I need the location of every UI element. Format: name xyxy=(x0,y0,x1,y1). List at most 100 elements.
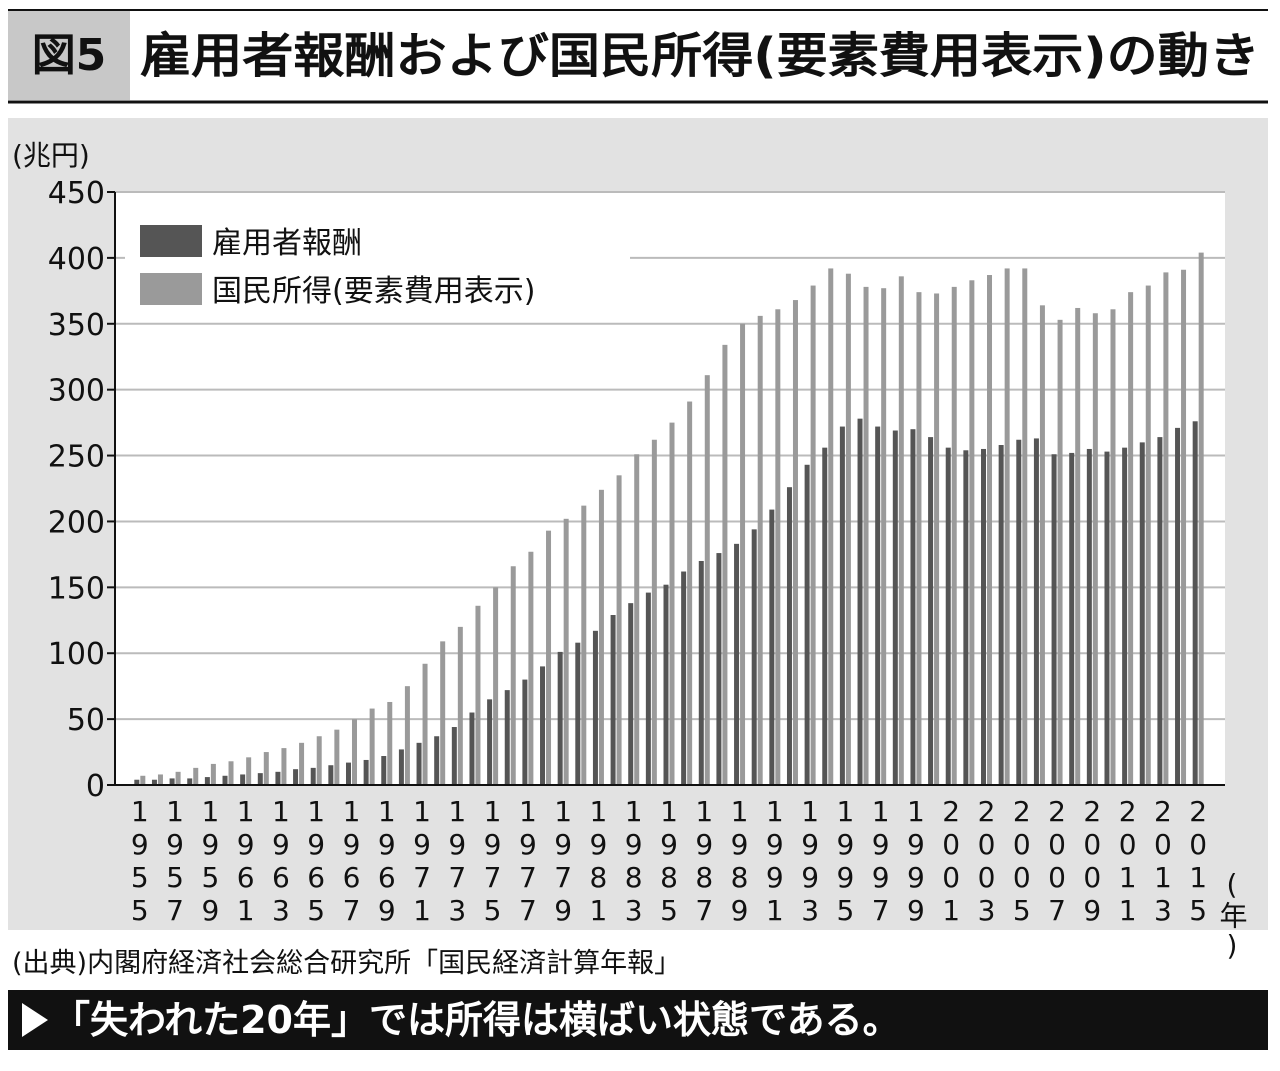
chart-title: 雇用者報酬および国民所得(要素費用表示)の動き xyxy=(140,28,1260,84)
source-note: (出典)内閣府経済社会総合研究所「国民経済計算年報」 xyxy=(12,948,681,979)
bar xyxy=(1051,454,1057,785)
bar xyxy=(328,765,334,785)
x-tick-label: 1959 xyxy=(194,795,227,927)
bar xyxy=(610,615,616,785)
bar xyxy=(822,447,828,785)
bar xyxy=(257,773,263,785)
bar xyxy=(475,605,481,785)
bar xyxy=(704,375,710,785)
bar xyxy=(522,679,528,785)
bar xyxy=(457,626,463,785)
bar xyxy=(210,763,216,785)
legend-box xyxy=(125,205,630,315)
bar xyxy=(134,779,140,785)
x-tick-label: 1997 xyxy=(864,795,897,927)
bar xyxy=(598,489,604,785)
bar xyxy=(910,429,916,785)
bar xyxy=(575,642,581,785)
bar xyxy=(845,273,851,785)
bar xyxy=(881,288,887,785)
bar xyxy=(1192,421,1198,785)
y-tick-label: 450 xyxy=(48,176,105,211)
bar xyxy=(387,701,393,785)
bar xyxy=(299,742,305,785)
y-tick-label: 0 xyxy=(86,769,105,804)
x-tick-label: 2007 xyxy=(1041,795,1074,927)
bar xyxy=(469,712,475,785)
y-tick-label: 400 xyxy=(48,242,105,277)
legend-label: 雇用者報酬 xyxy=(212,226,362,261)
bar xyxy=(804,464,810,785)
bar xyxy=(969,280,975,785)
bar xyxy=(892,430,898,785)
bar xyxy=(792,300,798,785)
bar xyxy=(1181,269,1187,785)
bar xyxy=(716,553,722,785)
bar xyxy=(1069,452,1075,785)
y-tick-label: 250 xyxy=(48,440,105,475)
x-tick-label: 1981 xyxy=(582,795,615,927)
bar xyxy=(440,641,446,785)
bar xyxy=(786,487,792,785)
bar xyxy=(493,587,499,785)
bar xyxy=(828,268,834,785)
bar xyxy=(422,663,428,785)
bar xyxy=(698,560,704,785)
bar xyxy=(669,422,675,785)
bar xyxy=(1092,313,1098,785)
x-tick-label: 2009 xyxy=(1076,795,1109,927)
bar xyxy=(863,286,869,785)
bar xyxy=(945,447,951,785)
x-tick-label: 1979 xyxy=(547,795,580,927)
x-tick-label: 1957 xyxy=(159,795,192,927)
bar xyxy=(1139,442,1145,785)
bar xyxy=(898,276,904,785)
bar xyxy=(1016,439,1022,785)
bar xyxy=(240,774,246,785)
x-tick-label: 1961 xyxy=(229,795,262,927)
bar xyxy=(1128,292,1134,785)
figure-label-box xyxy=(8,10,130,100)
x-tick-label: 1969 xyxy=(370,795,403,927)
bar xyxy=(934,293,940,785)
y-axis-label: (兆円) xyxy=(12,139,90,172)
bar xyxy=(140,775,146,785)
bar xyxy=(875,426,881,785)
bar xyxy=(757,315,763,785)
bar xyxy=(316,736,322,785)
bar xyxy=(751,529,757,785)
bar xyxy=(228,761,234,785)
legend-swatch xyxy=(140,273,202,305)
y-tick-label: 100 xyxy=(48,637,105,672)
bar xyxy=(628,603,634,785)
bar xyxy=(928,437,934,785)
bar xyxy=(563,518,569,785)
bar xyxy=(1110,309,1116,785)
x-tick-label: 2005 xyxy=(1005,795,1038,927)
bar xyxy=(540,666,546,785)
bar xyxy=(681,571,687,785)
bar xyxy=(381,756,387,785)
x-tick-label: 1991 xyxy=(758,795,791,927)
bar xyxy=(998,445,1004,785)
bar xyxy=(1086,448,1092,785)
bar xyxy=(1122,447,1128,785)
x-tick-label: 1975 xyxy=(476,795,509,927)
bar xyxy=(246,757,252,785)
bar xyxy=(1175,427,1181,785)
bar xyxy=(528,551,534,785)
bar xyxy=(963,450,969,785)
bar xyxy=(222,775,228,785)
bar xyxy=(1145,285,1151,785)
x-tick-label: 2015 xyxy=(1182,795,1215,927)
bar xyxy=(651,439,657,785)
bar xyxy=(187,778,193,785)
bar xyxy=(404,686,410,785)
bar xyxy=(451,727,457,785)
bar xyxy=(616,475,622,785)
y-tick-label: 200 xyxy=(48,505,105,540)
bar xyxy=(857,418,863,785)
y-tick-label: 50 xyxy=(67,703,105,738)
bar xyxy=(1039,305,1045,785)
x-tick-label: 1955 xyxy=(123,795,156,927)
